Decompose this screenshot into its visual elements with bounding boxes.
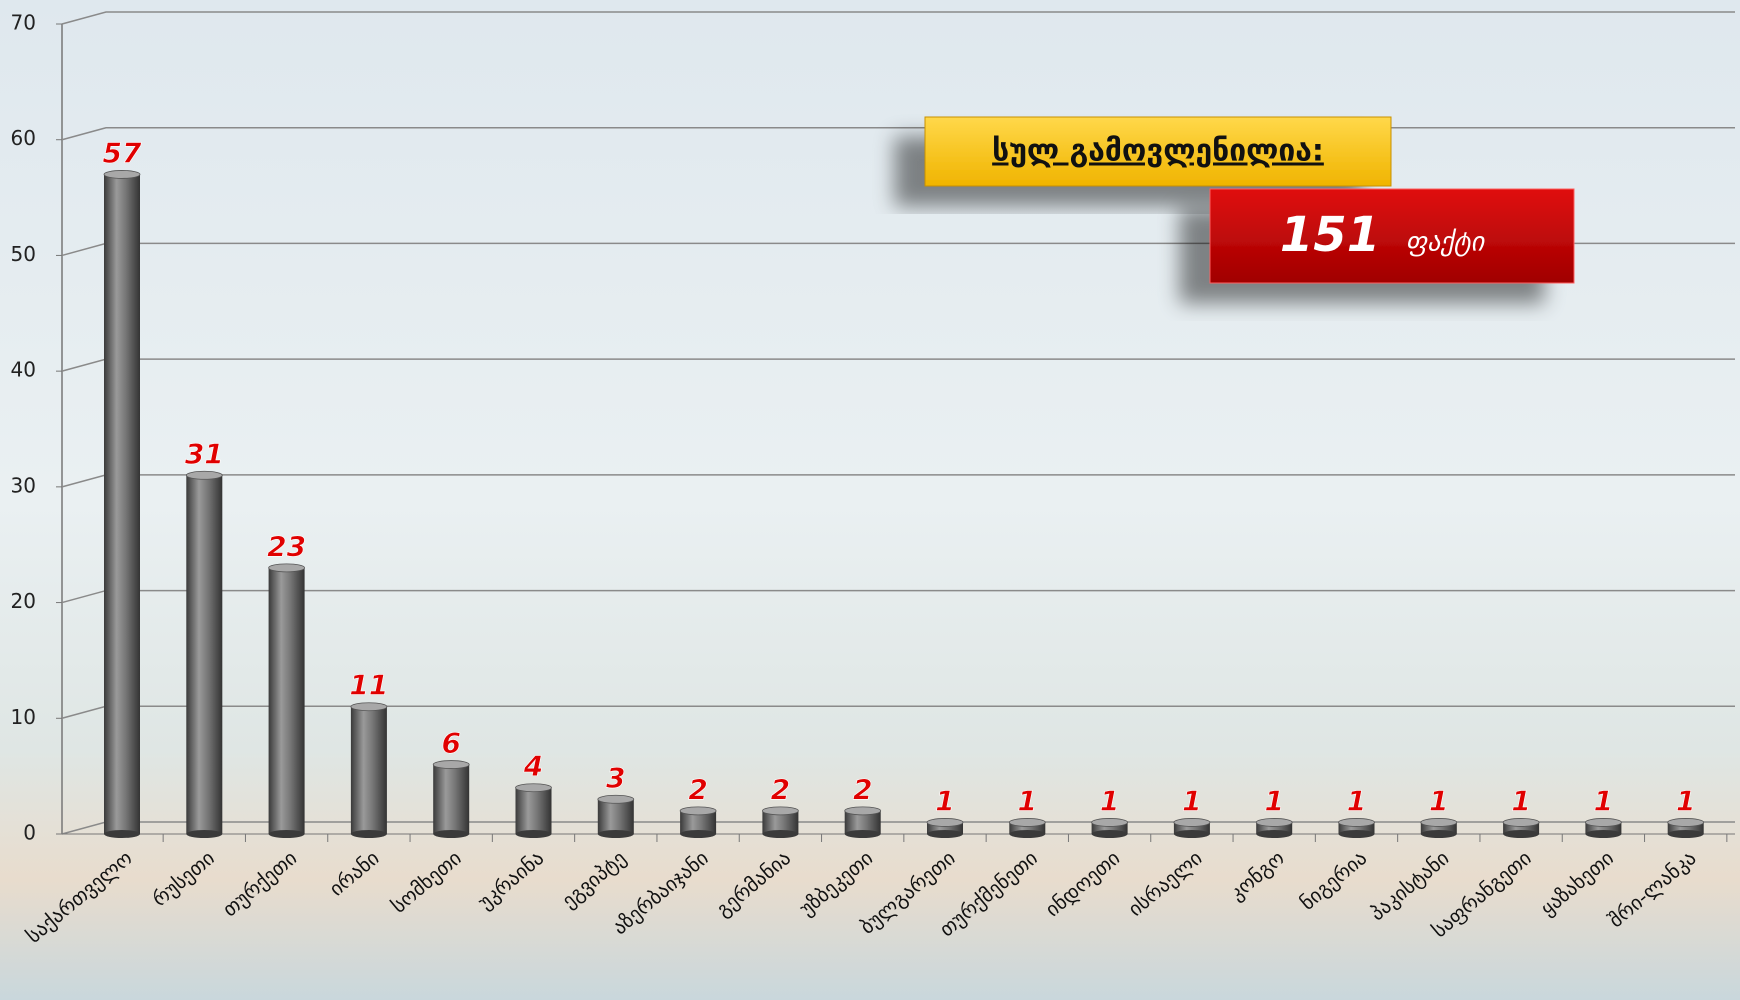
bar [1173, 822, 1210, 834]
value-label: 6 [441, 727, 460, 760]
bar-cap [844, 806, 882, 816]
value-label: 1 [1182, 784, 1201, 817]
bar [1338, 822, 1375, 834]
annotation: სულ გამოვლენილია: 151 ფაქტი [924, 116, 1575, 284]
bar-cap [432, 760, 470, 769]
bar-cap [762, 806, 799, 816]
y-tick-label: 70 [11, 11, 36, 35]
bar-base [350, 830, 387, 838]
bar-base [433, 830, 470, 838]
bar-cap [926, 818, 964, 827]
bar [186, 475, 223, 834]
bar [1585, 822, 1622, 834]
bar-base [1585, 830, 1622, 838]
bar-base [927, 830, 963, 838]
value-label: 23 [267, 530, 306, 563]
bar [762, 810, 799, 834]
y-tick-label: 50 [11, 242, 36, 266]
bar-cap [1255, 818, 1293, 827]
value-label: 1 [935, 784, 954, 817]
value-label: 1 [1264, 784, 1283, 817]
total-unit: ფაქტი [1406, 228, 1486, 258]
bar [1667, 822, 1704, 834]
value-label: 57 [103, 136, 142, 169]
bar-base [1420, 830, 1457, 838]
value-label: 3 [606, 761, 625, 794]
bar-cap [1338, 818, 1375, 827]
bar-cap [1585, 818, 1622, 827]
bar-cap [103, 170, 141, 179]
value-label: 1 [1429, 784, 1448, 817]
bar-cap [1173, 818, 1211, 827]
value-label: 4 [523, 750, 543, 783]
bar-cap [679, 806, 717, 816]
total-box [1209, 188, 1575, 284]
bar-base [1091, 830, 1128, 838]
value-label: 31 [185, 437, 224, 470]
value-label: 1 [1511, 784, 1530, 817]
value-label: 2 [853, 773, 872, 806]
bar-base [680, 830, 717, 838]
bar-base [186, 830, 223, 838]
total-value: 151 [1280, 207, 1380, 263]
value-label: 1 [1676, 784, 1695, 817]
bar [844, 810, 881, 834]
y-tick-label: 10 [11, 705, 36, 729]
bar-base [844, 830, 881, 838]
bar-base [1338, 830, 1375, 838]
y-tick-label: 20 [11, 589, 36, 613]
y-tick-label: 30 [11, 473, 36, 497]
y-tick-label: 40 [11, 358, 36, 382]
bar-cap [1008, 818, 1046, 827]
bar-base [762, 830, 799, 838]
bar-base [1173, 830, 1210, 838]
bar-cap [1420, 818, 1458, 827]
bar-cap [350, 702, 388, 712]
bar-cap [1667, 818, 1705, 827]
bar-cap [515, 783, 552, 793]
bar [927, 822, 963, 834]
bar-base [268, 830, 305, 838]
bar-cap [268, 563, 306, 573]
bar-cap [185, 470, 223, 480]
value-label: 2 [771, 773, 790, 806]
bar [1009, 822, 1046, 834]
bar [597, 799, 634, 834]
bar-base [1256, 830, 1293, 838]
bar-base [104, 830, 140, 838]
bar-base [1667, 830, 1704, 838]
value-label: 1 [1100, 784, 1119, 817]
bar-cap [1091, 818, 1128, 827]
bar [1256, 822, 1293, 834]
bar [104, 174, 140, 834]
value-label: 11 [349, 669, 388, 702]
grid-line [61, 11, 1735, 25]
bar-base [1503, 830, 1540, 838]
bar [1420, 822, 1457, 834]
value-label: 1 [1018, 784, 1037, 817]
bar [680, 810, 717, 834]
bar-cap [1502, 818, 1540, 827]
value-label: 2 [688, 773, 707, 806]
value-label: 1 [1594, 784, 1613, 817]
bar [1091, 822, 1128, 834]
bar [433, 764, 470, 834]
bar-base [515, 830, 552, 838]
bar [1503, 822, 1540, 834]
bar [268, 567, 305, 834]
bar-base [1009, 830, 1046, 838]
bar [350, 706, 387, 834]
annotation-text: სულ გამოვლენილია: [992, 134, 1324, 169]
annotation-box [924, 116, 1392, 187]
y-tick-label: 0 [23, 821, 36, 845]
value-label: 1 [1347, 784, 1366, 817]
y-tick-label: 60 [11, 126, 36, 150]
bar-cap [597, 794, 635, 804]
bar [515, 787, 552, 834]
bar-base [597, 830, 634, 838]
